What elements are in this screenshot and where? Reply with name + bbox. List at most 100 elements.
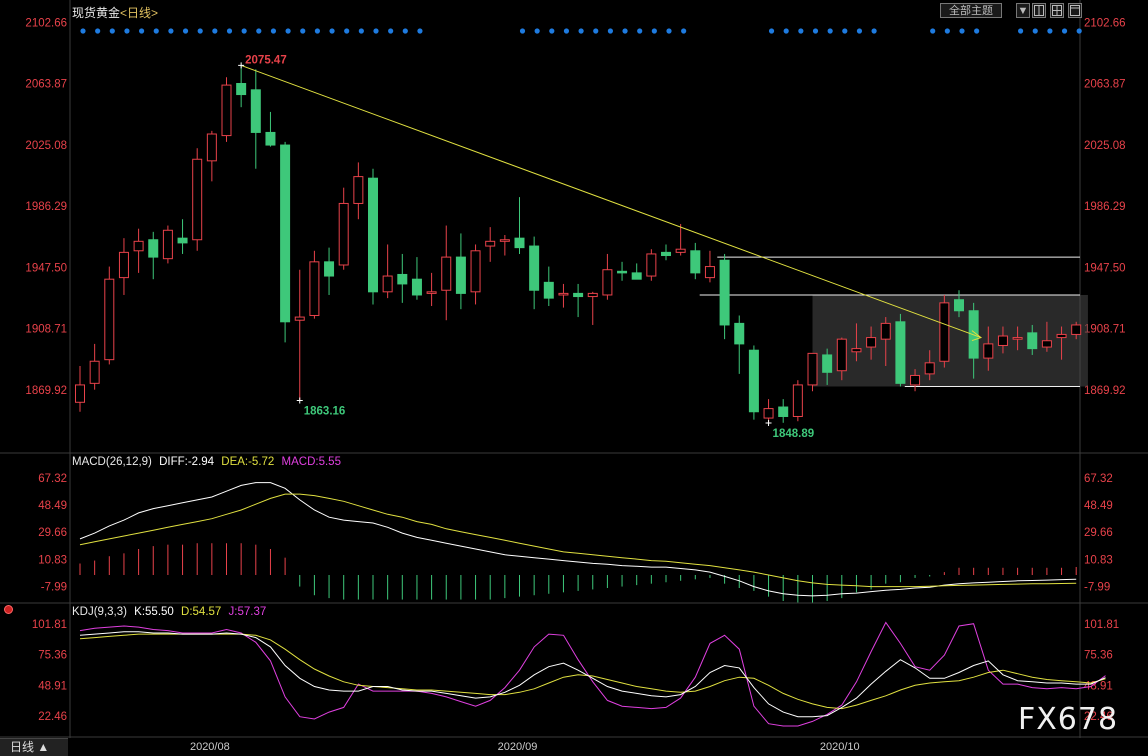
price-y-tick-left: 2025.08 — [25, 140, 67, 152]
candle-down — [148, 239, 159, 258]
event-dot — [402, 28, 408, 34]
kdj-y-tick-right: 75.36 — [1084, 650, 1113, 662]
candle-up — [104, 278, 115, 361]
extreme-marker — [238, 62, 245, 69]
event-dot — [578, 28, 584, 34]
candle-down — [954, 299, 964, 312]
kdj-legend-name: KDJ(9,3,3) — [72, 606, 127, 618]
candle-up — [983, 343, 994, 359]
macd-y-tick-left: 10.83 — [38, 554, 67, 566]
kdj-j-line — [79, 621, 1106, 727]
candle-up — [338, 202, 349, 266]
event-dot — [241, 28, 247, 34]
candle-up — [1056, 333, 1067, 339]
event-dot — [637, 28, 643, 34]
watermark-text: FX678 — [1018, 702, 1119, 737]
event-dot — [80, 28, 86, 34]
candle-up — [675, 248, 686, 253]
chevron-down-icon: ▼ — [1017, 5, 1029, 17]
candle-down — [455, 256, 466, 294]
candle-up — [309, 261, 320, 316]
extreme-marker — [296, 397, 303, 404]
candle-up — [792, 384, 803, 417]
event-dot — [388, 28, 394, 34]
candle-up — [294, 316, 305, 321]
maximize-button[interactable] — [1068, 3, 1082, 18]
event-dot — [930, 28, 936, 34]
extreme-price-label: 2075.47 — [245, 54, 287, 66]
period-tab-label: 日线 ▲ — [10, 740, 50, 754]
candle-down — [265, 131, 276, 146]
x-axis-date-label: 2020/08 — [190, 741, 230, 753]
event-dot — [168, 28, 174, 34]
event-dot — [139, 28, 145, 34]
candle-down — [529, 245, 540, 291]
event-dot — [856, 28, 863, 34]
candle-down — [719, 259, 730, 326]
kdj-y-tick-left: 22.46 — [38, 711, 67, 723]
macd-y-tick-right: 29.66 — [1084, 527, 1113, 539]
instrument-title[interactable]: 现货黄金<日线> — [72, 4, 158, 21]
candle-up — [1012, 337, 1023, 340]
price-y-tick-right: 1869.92 — [1084, 385, 1126, 397]
theme-select-button[interactable]: 全部主题 — [940, 3, 1002, 18]
event-dot — [534, 28, 540, 34]
candle-up — [133, 240, 144, 252]
macd-diff-line — [79, 482, 1077, 597]
timeframe-label[interactable]: <日线> — [120, 6, 159, 20]
extreme-marker — [765, 419, 772, 426]
macd-legend-diff: DIFF:-2.94 — [159, 456, 215, 468]
candle-down — [1027, 332, 1038, 350]
candle-up — [646, 253, 657, 277]
x-axis-date-label: 2020/09 — [498, 741, 538, 753]
event-dot — [285, 28, 291, 34]
kdj-legend-k: K:55.50 — [134, 606, 174, 618]
candle-up — [206, 133, 217, 162]
dropdown-arrow-button[interactable]: ▼ — [1016, 3, 1030, 18]
trendline-arrowhead — [971, 330, 983, 342]
candle-up — [426, 291, 437, 294]
price-y-tick-left: 1947.50 — [25, 262, 67, 274]
candle-up — [763, 408, 774, 419]
event-dot — [1047, 28, 1053, 34]
candle-up — [836, 338, 847, 372]
event-dot — [212, 28, 218, 34]
candle-down — [573, 292, 584, 298]
event-dot — [812, 28, 819, 34]
kdj-legend-d: D:54.57 — [181, 606, 222, 618]
kdj-legend-j: J:57.37 — [228, 606, 267, 618]
event-dot — [95, 28, 101, 34]
candle-down — [661, 251, 671, 257]
event-dot — [182, 28, 189, 34]
kdj-y-tick-left: 101.81 — [32, 619, 67, 631]
macd-legend-name: MACD(26,12,9) — [72, 456, 152, 468]
event-dot — [549, 28, 555, 34]
grid-view-button[interactable] — [1050, 3, 1064, 18]
price-y-tick-right: 1908.71 — [1084, 324, 1126, 336]
candle-up — [1071, 324, 1082, 335]
candle-up — [499, 239, 510, 242]
extreme-price-label: 1848.89 — [773, 428, 815, 440]
candle-up — [382, 275, 393, 293]
indicator-settings-icon[interactable] — [4, 605, 13, 614]
event-dot — [681, 28, 687, 34]
candle-down — [822, 354, 833, 373]
candle-up — [924, 362, 935, 375]
price-y-tick-left: 1986.29 — [25, 201, 67, 213]
split-view-button[interactable] — [1032, 3, 1046, 18]
candle-up — [221, 84, 232, 137]
event-dot — [519, 28, 526, 34]
candle-up — [602, 269, 613, 296]
macd-y-tick-left: -7.99 — [41, 582, 67, 594]
candle-up — [851, 348, 862, 353]
event-dot — [197, 28, 203, 34]
event-dot — [1018, 28, 1024, 34]
candle-up — [192, 158, 203, 241]
macd-y-tick-right: -7.99 — [1084, 582, 1110, 594]
candle-down — [397, 273, 408, 285]
candle-up — [558, 292, 569, 296]
event-dot — [666, 28, 672, 34]
split-view-icon — [1034, 5, 1044, 16]
period-tab[interactable]: 日线 ▲ — [0, 738, 68, 756]
candle-up — [880, 322, 891, 340]
